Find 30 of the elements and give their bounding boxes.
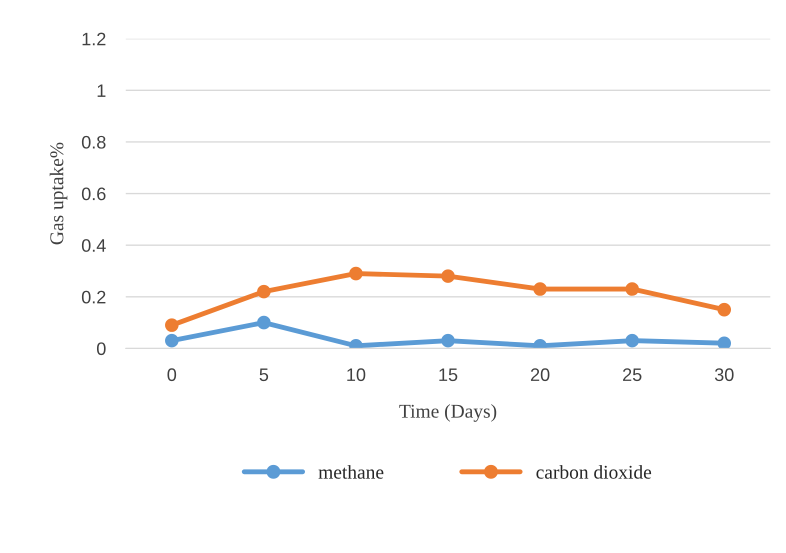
- y-tick-label: 0.4: [82, 239, 106, 252]
- point: [257, 284, 271, 298]
- point: [717, 302, 732, 316]
- x-tick-label: 25: [623, 368, 642, 382]
- point: [717, 336, 732, 348]
- x-tick-label: 20: [530, 368, 550, 382]
- x-tick-label: 15: [439, 368, 458, 382]
- x-tick-label: 0: [167, 368, 176, 382]
- point: [441, 334, 455, 348]
- point: [165, 334, 179, 348]
- point: [625, 282, 639, 296]
- point: [533, 282, 547, 296]
- x-tick-label: 10: [347, 368, 366, 382]
- x-tick-label: 30: [714, 368, 734, 382]
- point: [625, 334, 639, 348]
- y-tick-label: 1.2: [82, 32, 106, 46]
- legend-label: carbon dioxide: [536, 465, 652, 479]
- y-tick-label: 0.2: [82, 290, 106, 304]
- point: [349, 266, 363, 280]
- y-axis-title: Gas uptake%: [50, 142, 68, 244]
- x-axis-title: Time (Days): [399, 404, 496, 422]
- y-tick-label: 0.6: [82, 187, 106, 200]
- x-tick-label: 5: [260, 368, 268, 382]
- y-tick-label: 1: [98, 84, 106, 97]
- y-tick-label: 0.8: [82, 136, 106, 149]
- point: [441, 269, 455, 283]
- y-tick-label: 0: [96, 342, 106, 356]
- legend-label: methane: [318, 465, 384, 479]
- point: [165, 318, 179, 332]
- point: [257, 316, 271, 330]
